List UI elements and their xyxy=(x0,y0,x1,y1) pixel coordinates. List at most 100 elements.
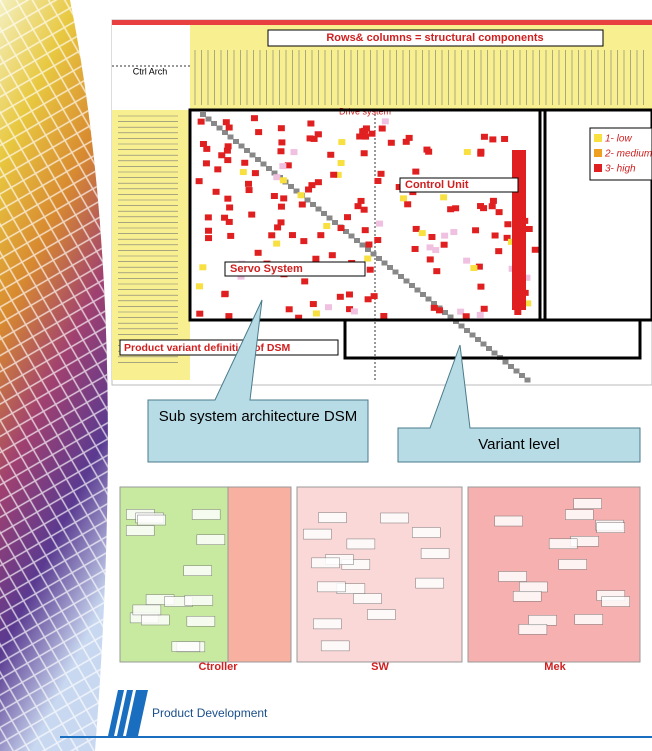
diagonal-cell xyxy=(211,121,217,126)
diagonal-cell xyxy=(260,161,267,167)
dsm-cell xyxy=(199,140,207,147)
dsm-cell xyxy=(297,192,305,199)
dsm-cell xyxy=(400,195,408,202)
diagonal-cell xyxy=(475,337,481,342)
dsm-cell xyxy=(357,197,365,204)
dsm-cell xyxy=(223,147,231,154)
dsm-cell xyxy=(224,143,232,150)
diagram-box xyxy=(184,595,214,606)
dsm-cell xyxy=(212,188,220,195)
dsm-cell xyxy=(221,291,229,298)
diagram-box xyxy=(411,527,441,538)
diagonal-cell xyxy=(227,134,234,140)
callout-variant xyxy=(397,344,641,463)
legend: 1- low 2- medium 3- high xyxy=(594,134,652,175)
dsm-cell xyxy=(290,149,298,156)
diagram-box xyxy=(558,559,587,570)
diagonal-cell xyxy=(205,116,212,122)
dsm-cell xyxy=(204,214,212,221)
dsm-cell xyxy=(412,225,420,232)
dsm-cell xyxy=(284,162,292,169)
diagram-box xyxy=(346,538,376,550)
dsm-cell xyxy=(425,148,433,155)
legend-label: 1- low xyxy=(605,134,632,145)
diagonal-cell xyxy=(513,368,520,374)
corner-label: Ctrl Arch xyxy=(133,66,168,76)
dsm-cell xyxy=(306,135,314,142)
dsm-cell xyxy=(476,311,484,318)
legend-swatch xyxy=(594,149,602,157)
dsm-cell xyxy=(214,166,222,173)
diagonal-cell xyxy=(469,332,476,338)
diagram-box xyxy=(303,528,332,540)
dsm-cell xyxy=(480,133,488,140)
diagram-box xyxy=(141,614,170,626)
dsm-cell xyxy=(457,308,465,315)
dsm-cell xyxy=(447,206,455,213)
dsm-cell xyxy=(512,150,526,310)
diagonal-cell xyxy=(310,202,316,207)
dsm-cell xyxy=(470,265,478,272)
dsm-cell xyxy=(298,201,306,208)
diagonal-cell xyxy=(486,346,492,351)
dsm-cell xyxy=(504,221,512,228)
dsm-cell xyxy=(531,246,539,253)
diagram-box xyxy=(132,604,162,616)
dsm-cell xyxy=(225,218,233,225)
dsm-cell xyxy=(221,214,229,221)
legend-label: 3- high xyxy=(605,164,636,175)
dsm-cell xyxy=(241,159,249,166)
dsm-cell xyxy=(404,201,412,208)
dsm-cell xyxy=(309,301,317,308)
dsm-cell xyxy=(274,224,282,231)
diagram-box xyxy=(528,614,557,626)
dsm-cell xyxy=(205,235,213,242)
dsm-cell xyxy=(364,296,372,303)
dsm-cell xyxy=(480,305,488,312)
diagram-box xyxy=(420,548,450,559)
diagram-box xyxy=(518,624,548,635)
dsm-cell xyxy=(239,169,247,176)
dsm-cell xyxy=(224,195,232,202)
diagonal-cell xyxy=(249,152,256,158)
dsm-cell xyxy=(436,307,444,314)
dsm-cell xyxy=(344,214,352,221)
dsm-cell xyxy=(196,310,204,317)
dsm-cell xyxy=(402,138,410,145)
diagram-box xyxy=(565,509,594,520)
header: Rows& columns = structural components xyxy=(326,32,543,44)
diagonal-cell xyxy=(332,220,338,225)
dsm-cell xyxy=(440,241,448,248)
callout-text: Variant level xyxy=(478,436,559,453)
dsm-cell xyxy=(273,240,281,247)
dsm-cell xyxy=(428,233,436,240)
dsm-cell xyxy=(218,152,226,159)
diagonal-cell xyxy=(266,166,272,171)
dsm-cell xyxy=(197,118,205,125)
dsm-cell xyxy=(317,232,325,239)
dsm-cell xyxy=(245,187,253,194)
diagram-box xyxy=(313,618,342,630)
servo-label: Servo System xyxy=(230,263,303,275)
diagonal-cell xyxy=(447,314,454,320)
dsm-cell xyxy=(462,313,470,320)
dsm-cell xyxy=(203,145,211,152)
dsm-cell xyxy=(277,148,285,155)
dsm-cell xyxy=(368,130,376,137)
diagram-box xyxy=(367,609,396,620)
diagonal-cell xyxy=(414,287,421,293)
diagonal-cell xyxy=(255,157,261,162)
dsm-cell xyxy=(489,197,497,204)
diagonal-cell xyxy=(420,292,426,297)
dsm-cell xyxy=(364,255,372,262)
dsm-cell xyxy=(477,203,485,210)
dsm-cell xyxy=(405,134,413,141)
diagonal-cell xyxy=(425,296,432,302)
dsm-cell xyxy=(377,170,385,177)
dsm-cell xyxy=(195,178,203,185)
diagram-panel xyxy=(467,486,641,663)
dsm-cell xyxy=(277,219,285,226)
dsm-cell xyxy=(314,131,322,138)
diagram-box xyxy=(380,512,409,524)
